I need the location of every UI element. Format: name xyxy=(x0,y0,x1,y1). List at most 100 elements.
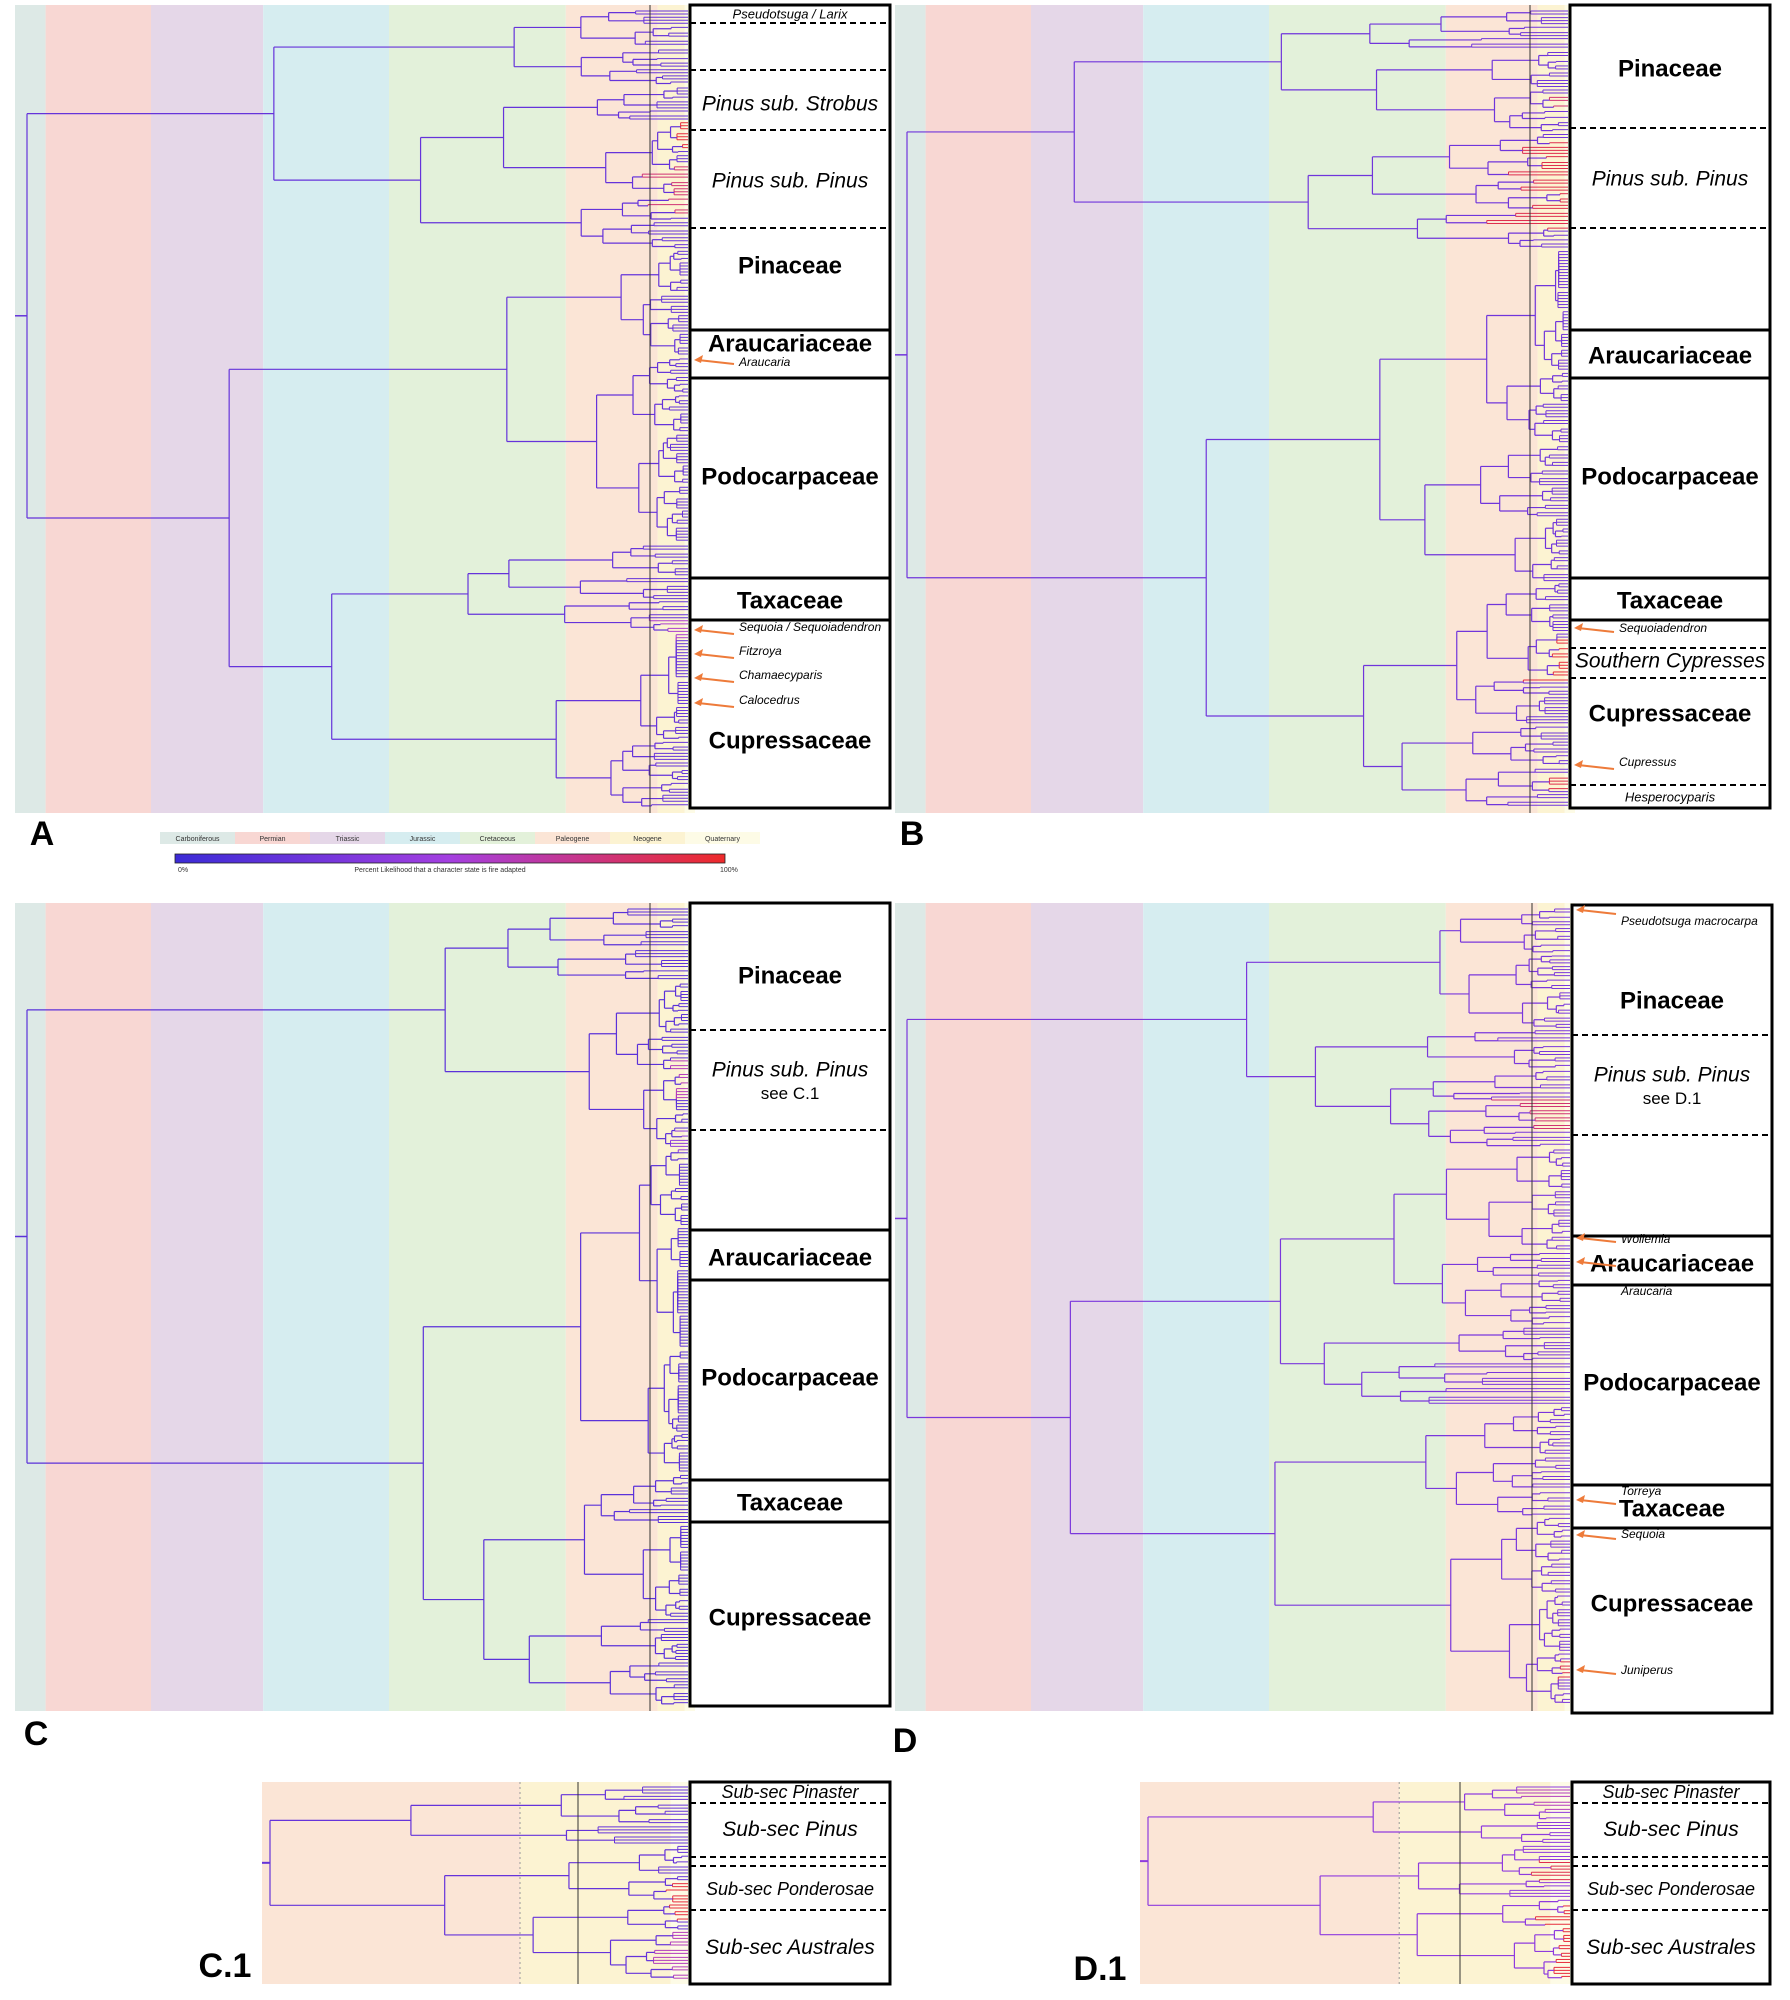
pointer-arrow xyxy=(697,677,735,683)
period-band-cretaceous xyxy=(389,903,566,1711)
clade-label: Cupressaceae xyxy=(1591,1590,1754,1617)
pointer-arrow xyxy=(1579,909,1617,915)
period-band-jurassic xyxy=(263,903,389,1711)
clade-label: Sub-sec Pinus xyxy=(722,1818,858,1841)
clade-label: Taxaceae xyxy=(737,1489,843,1516)
clade-label: Podocarpaceae xyxy=(1583,1369,1760,1396)
period-band-jurassic xyxy=(1143,903,1269,1711)
legend-period-swatch xyxy=(235,832,310,844)
clade-label-box: Sub-sec Pinaster Sub-sec Pinus Sub-sec Pon… xyxy=(1570,1780,1772,1986)
clade-label-box: Pinaceae Pinus sub. Pinus see C.1 Araucaria… xyxy=(688,901,892,1708)
clade-label: Pinaceae xyxy=(1618,55,1722,82)
pointer-arrow xyxy=(1579,1237,1617,1243)
pointer-arrow xyxy=(1579,1499,1617,1505)
scale-caption: Percent Likelihood that a character stat… xyxy=(354,867,525,874)
arrow-head-icon xyxy=(1574,623,1583,631)
period-band-paleogene xyxy=(262,1782,520,1984)
panel-B: Pinaceae Pinus sub. Pinus Araucariaceae Pod… xyxy=(895,3,1772,853)
clade-label: Sub-sec Australes xyxy=(705,1936,875,1959)
arrow-head-icon xyxy=(694,355,703,363)
legend-period-swatch xyxy=(310,832,385,844)
legend-period-label: Jurassic xyxy=(410,836,436,843)
scale-min-label: 0% xyxy=(178,867,188,874)
phylogenetic-tree xyxy=(895,10,1568,806)
period-band-triassic xyxy=(151,903,264,1711)
panel-letter: C xyxy=(24,1715,49,1753)
clade-label: Araucariaceae xyxy=(708,1244,872,1271)
panel-letter: A xyxy=(30,815,55,853)
legend-period-label: Triassic xyxy=(336,836,360,843)
arrow-head-icon xyxy=(1576,1495,1585,1503)
clade-label: Pinaceae xyxy=(738,962,842,989)
legend-period-label: Quaternary xyxy=(705,836,741,843)
pointer-arrow xyxy=(697,629,735,635)
clade-label: Pseudotsuga / Larix xyxy=(733,7,848,22)
period-band-paleogene xyxy=(1445,903,1538,1711)
clade-label: Pinaceae xyxy=(1620,987,1724,1014)
clade-label: Araucariaceae xyxy=(1588,342,1752,369)
arrow-head-icon xyxy=(1576,905,1585,913)
legend-period-swatch xyxy=(385,832,460,844)
period-band-triassic xyxy=(1031,903,1144,1711)
period-band-neogene xyxy=(1399,1782,1551,1984)
clade-label: Pinaceae xyxy=(738,252,842,279)
panel-A: Pseudotsuga / Larix Pinus sub. Strobus Pin… xyxy=(15,3,892,853)
period-band-neogene xyxy=(1537,5,1565,813)
clade-label: Podocarpaceae xyxy=(1581,463,1758,490)
panel-letter: B xyxy=(900,815,925,853)
period-band-triassic xyxy=(151,5,264,813)
clade-label: Cupressaceae xyxy=(1589,700,1752,727)
legend-period-label: Permian xyxy=(259,836,285,843)
clade-label: Sub-sec Pinus xyxy=(1603,1818,1739,1841)
period-band-cretaceous xyxy=(1269,903,1446,1711)
clade-label: Pinus sub. Pinus xyxy=(712,169,869,192)
clade-label: Sub-sec Pinaster xyxy=(1602,1782,1740,1802)
clade-label: Pinus sub. Pinus xyxy=(1592,167,1749,190)
clade-label-box: Sub-sec Pinaster Sub-sec Pinus Sub-sec Pon… xyxy=(688,1780,892,1986)
panel-letter: D xyxy=(893,1722,918,1760)
period-band-carboniferous xyxy=(15,5,46,813)
period-band-paleogene xyxy=(565,5,658,813)
pointer-arrow xyxy=(1579,1534,1617,1540)
period-band-permian xyxy=(925,5,1031,813)
period-band-carboniferous xyxy=(895,903,926,1711)
panel-C: Pinaceae Pinus sub. Pinus see C.1 Araucaria… xyxy=(15,901,892,1753)
pointer-arrow xyxy=(697,702,735,708)
taxon-annotation: Pseudotsuga macrocarpa xyxy=(1621,914,1758,928)
legend-period-swatch xyxy=(610,832,685,844)
period-band-carboniferous xyxy=(895,5,926,813)
arrow-head-icon xyxy=(694,673,703,681)
inset-panel-C1: Sub-sec Pinaster Sub-sec Pinus Sub-sec Pon… xyxy=(199,1780,892,1986)
clade-label: Taxaceae xyxy=(737,587,843,614)
period-band-triassic xyxy=(1031,5,1144,813)
pointer-arrow xyxy=(697,653,735,659)
likelihood-color-scale xyxy=(174,853,726,864)
clade-label: Podocarpaceae xyxy=(701,463,878,490)
clade-label-box: Pinaceae Pinus sub. Pinus see D.1 Araucaria… xyxy=(1570,903,1774,1715)
arrow-head-icon xyxy=(1574,760,1583,768)
arrow-head-icon xyxy=(694,625,703,633)
clade-label: Cupressaceae xyxy=(709,727,872,754)
taxon-annotation: Sequoia / Sequoiadendron xyxy=(739,620,881,634)
arrow-head-icon xyxy=(1576,1665,1585,1673)
pointer-arrow xyxy=(697,359,735,365)
period-band-paleogene xyxy=(1445,5,1538,813)
arrow-head-icon xyxy=(694,698,703,706)
clade-label-box: Pinaceae Pinus sub. Pinus Araucariaceae Pod… xyxy=(1568,3,1772,810)
taxon-annotation: Sequoia xyxy=(1621,1527,1665,1541)
taxon-annotation: Torreya xyxy=(1621,1484,1662,1498)
pointer-arrow xyxy=(1577,627,1615,633)
legend-period-swatch xyxy=(535,832,610,844)
taxon-annotation: Araucaria xyxy=(738,355,791,369)
clade-label: Sub-sec Ponderosae xyxy=(706,1879,874,1899)
clade-label: Araucariaceae xyxy=(1590,1250,1754,1277)
taxon-annotation: Fitzroya xyxy=(739,644,782,658)
phylogenetic-tree xyxy=(15,908,688,1705)
period-band-carboniferous xyxy=(15,903,46,1711)
legend-period-swatch xyxy=(160,832,235,844)
legend-period-label: Neogene xyxy=(633,836,662,843)
phylogenetic-tree xyxy=(262,1786,688,1979)
clade-label: Sub-sec Australes xyxy=(1586,1936,1756,1959)
legend-period-label: Paleogene xyxy=(556,836,590,843)
